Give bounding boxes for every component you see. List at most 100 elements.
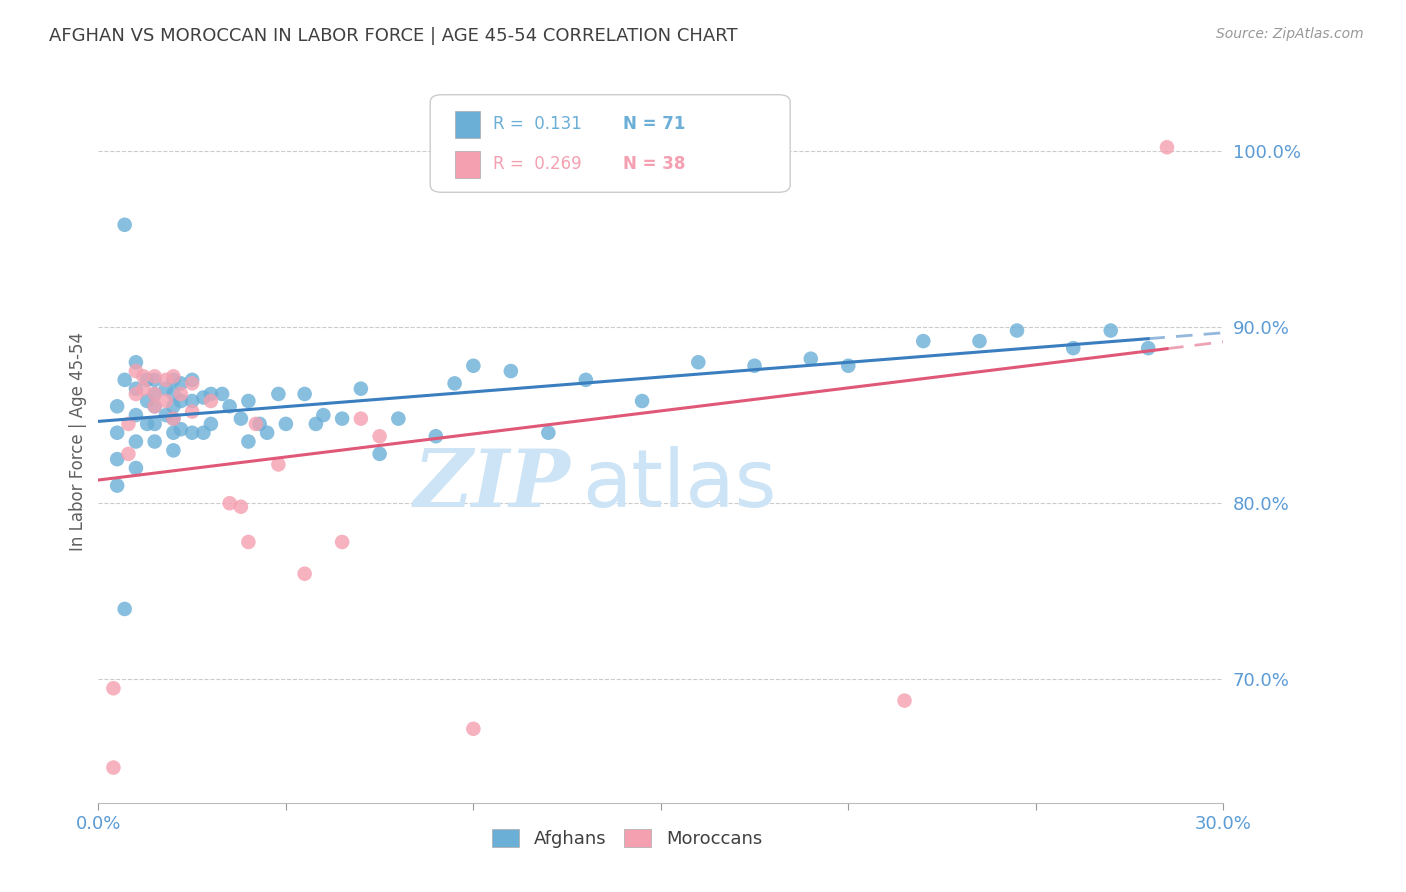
Point — [245, 417, 267, 431]
Point — [143, 417, 166, 431]
Point — [537, 425, 560, 440]
Point — [218, 399, 240, 413]
Point — [744, 359, 766, 373]
Point — [117, 447, 139, 461]
Text: N = 38: N = 38 — [623, 155, 685, 173]
Text: Source: ZipAtlas.com: Source: ZipAtlas.com — [1216, 27, 1364, 41]
Point — [387, 411, 409, 425]
Point — [136, 394, 159, 409]
Point — [162, 411, 184, 425]
Point — [143, 434, 166, 449]
Point — [114, 218, 136, 232]
Point — [170, 387, 193, 401]
Text: R =  0.269: R = 0.269 — [494, 155, 582, 173]
Point — [105, 478, 128, 492]
Point — [155, 373, 177, 387]
Point — [312, 408, 335, 422]
Point — [612, 135, 634, 149]
Point — [103, 681, 125, 696]
Point — [114, 602, 136, 616]
Point — [162, 373, 184, 387]
Point — [218, 496, 240, 510]
Point — [136, 373, 159, 387]
Point — [330, 535, 353, 549]
Point — [181, 373, 204, 387]
Point — [893, 693, 915, 707]
Point — [132, 382, 155, 396]
Point — [1156, 140, 1178, 154]
Point — [170, 376, 193, 391]
Point — [181, 394, 204, 409]
Point — [125, 461, 148, 475]
Point — [1062, 341, 1084, 355]
Point — [837, 359, 859, 373]
Text: atlas: atlas — [582, 446, 776, 524]
Point — [162, 369, 184, 384]
Point — [631, 394, 654, 409]
Point — [443, 376, 465, 391]
Point — [162, 399, 184, 413]
Point — [143, 399, 166, 413]
Point — [143, 399, 166, 413]
Point — [170, 394, 193, 409]
Point — [155, 408, 177, 422]
Point — [132, 369, 155, 384]
Point — [256, 425, 278, 440]
Point — [1137, 341, 1160, 355]
Point — [162, 411, 184, 425]
Text: ZIP: ZIP — [413, 446, 571, 524]
Point — [350, 382, 373, 396]
Point — [969, 334, 991, 348]
Point — [136, 417, 159, 431]
Point — [350, 411, 373, 425]
Point — [229, 500, 252, 514]
Point — [193, 425, 215, 440]
Point — [110, 805, 132, 819]
Point — [305, 417, 328, 431]
Point — [143, 387, 166, 401]
Point — [200, 417, 222, 431]
Point — [162, 387, 184, 401]
Point — [267, 387, 290, 401]
Point — [1005, 324, 1028, 338]
Point — [162, 425, 184, 440]
Point — [211, 387, 233, 401]
Point — [105, 452, 128, 467]
Point — [162, 443, 184, 458]
FancyBboxPatch shape — [456, 151, 479, 178]
Point — [105, 399, 128, 413]
Point — [330, 411, 353, 425]
Point — [125, 382, 148, 396]
Point — [688, 355, 710, 369]
Point — [249, 417, 271, 431]
Point — [800, 351, 823, 366]
Point — [114, 373, 136, 387]
Text: N = 71: N = 71 — [623, 115, 685, 134]
Point — [155, 394, 177, 409]
FancyBboxPatch shape — [430, 95, 790, 193]
Point — [229, 411, 252, 425]
Point — [1099, 324, 1122, 338]
Point — [425, 429, 447, 443]
Point — [125, 355, 148, 369]
Point — [181, 404, 204, 418]
Point — [499, 364, 522, 378]
Point — [368, 429, 391, 443]
Point — [368, 447, 391, 461]
Point — [294, 387, 316, 401]
Point — [181, 425, 204, 440]
Point — [125, 434, 148, 449]
Point — [181, 376, 204, 391]
FancyBboxPatch shape — [456, 111, 479, 138]
Y-axis label: In Labor Force | Age 45-54: In Labor Force | Age 45-54 — [69, 332, 87, 551]
Text: AFGHAN VS MOROCCAN IN LABOR FORCE | AGE 45-54 CORRELATION CHART: AFGHAN VS MOROCCAN IN LABOR FORCE | AGE … — [49, 27, 738, 45]
Point — [274, 417, 297, 431]
Point — [912, 334, 935, 348]
Point — [143, 369, 166, 384]
Point — [267, 458, 290, 472]
Point — [238, 394, 260, 409]
Point — [125, 408, 148, 422]
Point — [117, 417, 139, 431]
Point — [170, 422, 193, 436]
Point — [238, 434, 260, 449]
